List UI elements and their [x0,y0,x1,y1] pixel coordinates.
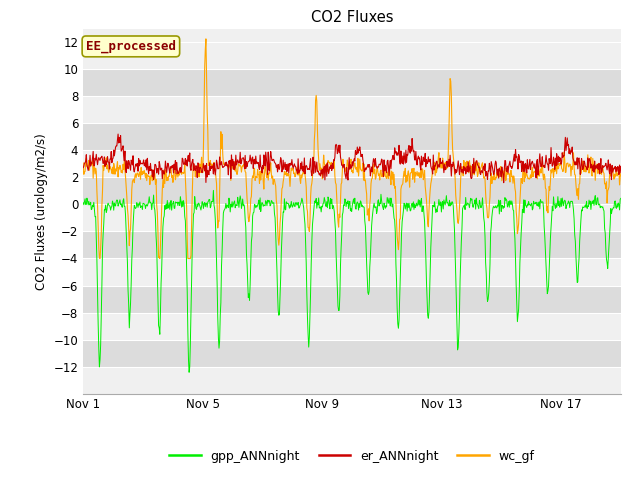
Y-axis label: CO2 Fluxes (urology/m2/s): CO2 Fluxes (urology/m2/s) [35,133,48,289]
Bar [83,178,621,204]
Bar [83,339,621,367]
Bar [83,150,621,178]
Bar [83,312,621,339]
Bar [83,69,621,96]
Bar [83,123,621,150]
Bar [83,259,621,286]
Bar [83,96,621,123]
Bar [83,204,621,231]
Text: EE_processed: EE_processed [86,40,176,53]
Title: CO2 Fluxes: CO2 Fluxes [311,10,393,25]
Legend: gpp_ANNnight, er_ANNnight, wc_gf: gpp_ANNnight, er_ANNnight, wc_gf [164,444,540,468]
Bar [83,42,621,69]
Bar [83,286,621,312]
Bar [83,231,621,259]
